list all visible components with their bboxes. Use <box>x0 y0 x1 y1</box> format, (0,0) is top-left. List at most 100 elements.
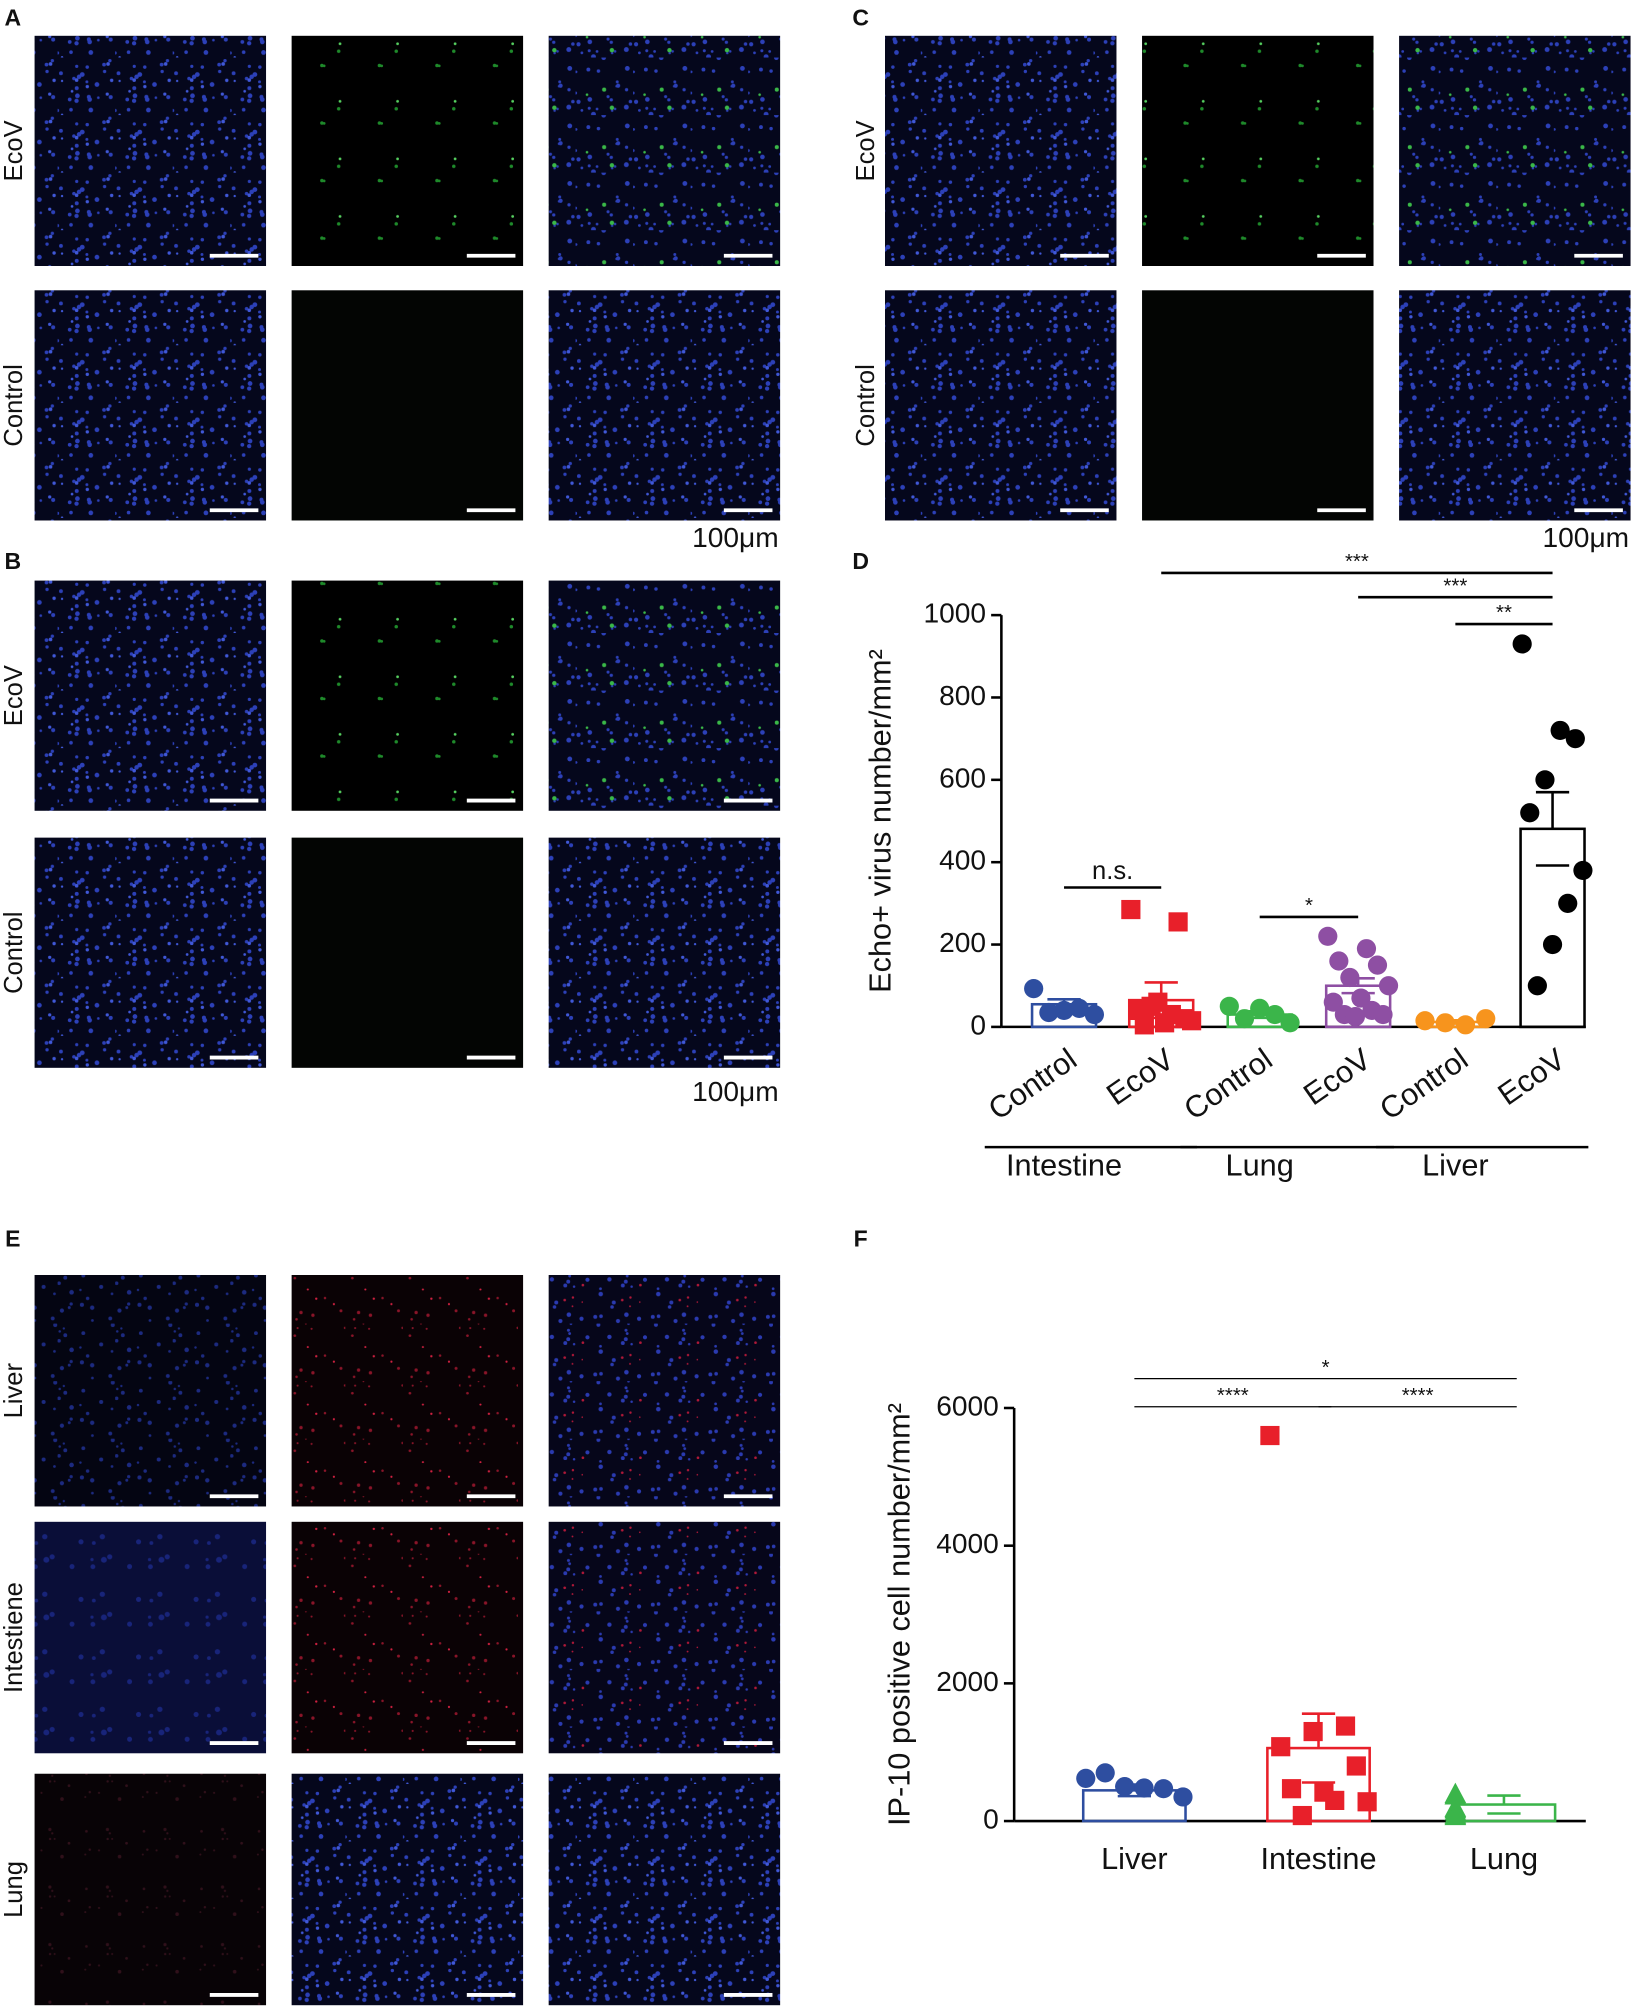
row-label: Control <box>0 912 28 994</box>
scale-label: 100μm <box>1543 522 1630 553</box>
significance-label: *** <box>1443 574 1467 597</box>
data-point <box>1265 1004 1285 1025</box>
micrograph <box>548 837 781 1068</box>
data-point <box>1173 1787 1193 1807</box>
data-point <box>1234 1009 1255 1029</box>
group-label: Intestine <box>1006 1148 1122 1183</box>
micrograph <box>291 837 524 1068</box>
significance-label: n.s. <box>1092 857 1133 885</box>
panel-label: D <box>852 548 869 574</box>
data-point <box>1527 976 1547 996</box>
micrograph <box>291 290 524 521</box>
data-point <box>1367 955 1388 975</box>
data-point <box>1346 1756 1366 1776</box>
data-point <box>1153 1779 1174 1799</box>
y-tick-label: 0 <box>970 1009 986 1040</box>
x-tick-label: EcoV <box>1297 1041 1378 1112</box>
data-point <box>1303 1721 1323 1742</box>
data-point <box>1325 1790 1345 1810</box>
data-point <box>1357 1792 1377 1812</box>
y-axis-label: Echo+ virus number/mm² <box>863 649 898 993</box>
error-bar <box>1535 790 1570 867</box>
micrograph <box>884 290 1117 521</box>
x-tick-label: Control <box>1177 1041 1278 1126</box>
data-point <box>1115 1777 1135 1797</box>
x-tick-label: Liver <box>1101 1841 1168 1876</box>
data-point <box>1121 899 1141 920</box>
data-point <box>1476 1009 1496 1029</box>
data-point <box>1054 1000 1074 1021</box>
micrograph <box>1142 35 1374 266</box>
data-point <box>1280 1013 1300 1033</box>
micrograph <box>291 35 524 266</box>
data-point <box>1351 988 1371 1008</box>
group-label: Liver <box>1422 1148 1489 1183</box>
data-point <box>1260 1425 1280 1446</box>
data-point <box>1292 1805 1312 1826</box>
significance-label: * <box>1322 1356 1330 1379</box>
data-point <box>1455 1015 1476 1035</box>
data-point <box>1415 1011 1435 1031</box>
panel-label: B <box>5 548 22 574</box>
micrograph <box>1142 290 1374 521</box>
y-tick-label: 1000 <box>923 598 986 629</box>
group-label: Lung <box>1226 1148 1294 1183</box>
micrograph <box>34 1274 267 1507</box>
data-point <box>1435 1013 1455 1033</box>
y-tick-label: 2000 <box>936 1666 999 1697</box>
data-point <box>1378 976 1399 996</box>
panel-label: C <box>852 4 869 30</box>
error-bar <box>1487 1794 1521 1815</box>
row-label: Liver <box>0 1363 28 1419</box>
data-point <box>1340 967 1360 988</box>
micrograph <box>884 35 1117 266</box>
x-tick-label: Control <box>982 1041 1083 1126</box>
micrograph <box>548 1274 781 1507</box>
data-point <box>1335 1716 1356 1736</box>
micrograph <box>291 1521 524 1754</box>
y-tick-label: 600 <box>939 762 986 793</box>
row-label: Lung <box>0 1861 28 1918</box>
data-point <box>1444 1784 1467 1805</box>
y-tick-label: 6000 <box>936 1390 999 1421</box>
data-point <box>1512 634 1532 654</box>
data-point <box>1356 939 1377 959</box>
micrograph <box>291 580 524 811</box>
micrograph <box>1399 290 1631 521</box>
scale-label: 100μm <box>692 522 779 553</box>
micrograph <box>548 1773 781 2006</box>
data-point <box>1329 951 1349 971</box>
data-point <box>1039 1002 1059 1023</box>
bar <box>1519 827 1586 1029</box>
y-tick-label: 800 <box>939 680 986 711</box>
significance-label: ** <box>1496 601 1512 624</box>
data-point <box>1250 998 1270 1018</box>
micrograph <box>34 1773 267 2006</box>
data-point <box>1271 1737 1291 1757</box>
data-point <box>1219 996 1239 1016</box>
data-point <box>1318 926 1338 946</box>
row-label: EcoV <box>0 665 28 726</box>
data-point <box>1182 1011 1202 1031</box>
data-point <box>1076 1768 1096 1788</box>
micrograph <box>34 290 267 521</box>
y-tick-label: 200 <box>939 927 986 958</box>
data-point <box>1134 1015 1154 1035</box>
micrograph <box>34 580 267 811</box>
y-tick-label: 4000 <box>936 1528 999 1559</box>
data-point <box>1161 1004 1181 1025</box>
data-point <box>1444 1804 1467 1826</box>
significance-label: *** <box>1345 550 1369 573</box>
x-tick-label: Control <box>1373 1041 1474 1126</box>
data-point <box>1084 1004 1104 1025</box>
significance-label: **** <box>1402 1384 1434 1407</box>
data-point <box>1069 998 1089 1018</box>
data-point <box>1573 860 1593 881</box>
x-tick-label: EcoV <box>1100 1041 1181 1112</box>
row-label: Intestiene <box>0 1582 28 1693</box>
data-point <box>1134 1778 1154 1798</box>
micrograph <box>1399 35 1631 266</box>
scale-label: 100μm <box>692 1076 779 1107</box>
row-label: EcoV <box>0 120 28 181</box>
